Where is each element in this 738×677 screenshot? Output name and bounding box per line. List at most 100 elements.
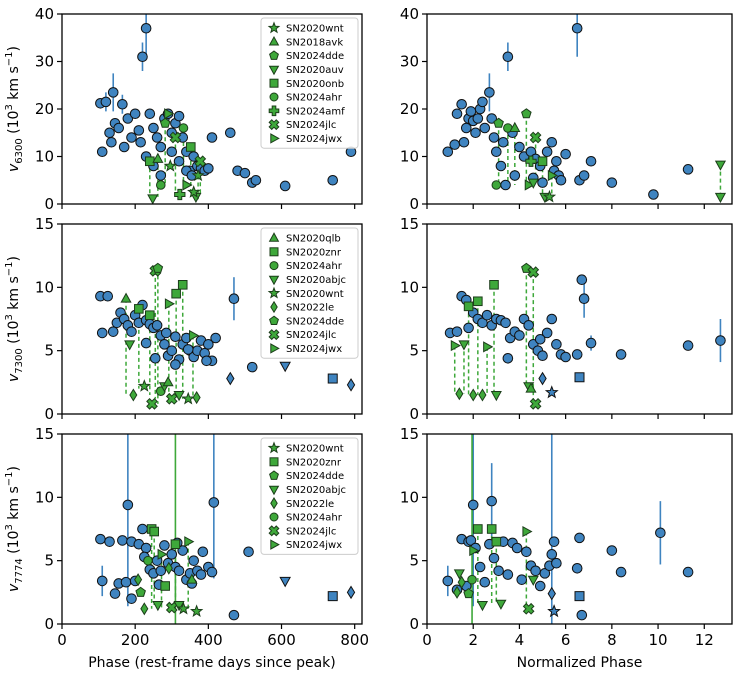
y-tick-label: 40 — [35, 5, 54, 23]
data-point — [160, 327, 172, 339]
data-point — [682, 340, 694, 351]
y-tick-label: 15 — [35, 215, 54, 233]
data-point — [470, 127, 481, 139]
legend: SN2020qlb SN2020znr SN2024ahr SN2020abjc SN2… — [260, 227, 359, 359]
sample-point — [547, 169, 558, 182]
legend-marker — [269, 470, 279, 480]
data-point — [574, 372, 585, 383]
sample-point — [525, 382, 537, 393]
data-point — [95, 533, 106, 545]
plot-area — [95, 262, 356, 410]
sample-point — [177, 280, 188, 290]
legend-entry: SN2022le — [286, 303, 334, 314]
legend-marker — [268, 35, 280, 46]
data-point — [539, 568, 551, 579]
data-point — [166, 345, 178, 356]
sample-point — [486, 524, 497, 534]
sample-point — [473, 524, 483, 534]
data-point — [551, 339, 562, 350]
data-point — [551, 155, 562, 167]
sample-point — [170, 539, 181, 550]
data-point — [102, 290, 114, 302]
data-point — [113, 122, 125, 134]
legend-entry: SN2020onb — [286, 79, 344, 90]
data-point — [135, 136, 146, 148]
y-tick-label: 10 — [400, 278, 419, 296]
legend-entry: SN2024ahr — [286, 93, 343, 104]
x-tick-label: 0 — [57, 631, 67, 649]
data-point — [467, 499, 479, 511]
sample-point — [493, 117, 504, 128]
y-tick-label: 30 — [400, 53, 419, 71]
sample-point — [714, 192, 727, 204]
plot-area — [95, 434, 356, 624]
data-point — [279, 180, 291, 192]
data-point — [546, 136, 558, 148]
data-point — [208, 497, 220, 508]
y-tick-label: 30 — [35, 53, 54, 71]
data-point — [615, 566, 627, 578]
data-point — [523, 320, 534, 331]
data-point — [107, 87, 119, 98]
data-point — [203, 339, 214, 350]
data-point — [537, 177, 548, 188]
legend-entry: SN2020znr — [286, 457, 342, 468]
data-point — [502, 352, 514, 364]
data-point — [96, 575, 108, 587]
data-point — [571, 349, 583, 360]
legend-box — [260, 437, 359, 555]
y-tick-label: 15 — [35, 425, 54, 443]
sample-point — [478, 388, 487, 402]
sample-point — [164, 561, 173, 575]
data-point — [585, 155, 597, 167]
data-point — [122, 499, 134, 511]
sample-point — [134, 304, 144, 314]
legend-marker — [270, 300, 278, 314]
legend-entry: SN2024jwx — [286, 344, 342, 355]
y-tick-label: 5 — [44, 552, 54, 570]
data-point — [574, 532, 585, 544]
data-point — [118, 141, 130, 153]
y-axis-label: v6300 (103 km s−1) — [4, 46, 25, 172]
sample-point — [187, 185, 201, 198]
data-point — [126, 132, 137, 143]
legend-entry: SN2020qlb — [286, 234, 341, 245]
axes-frame — [426, 223, 733, 415]
data-point — [197, 546, 209, 558]
data-point — [576, 274, 588, 286]
data-point — [682, 164, 694, 175]
sample-point — [490, 391, 502, 402]
legend-entry: SN2024jlc — [286, 120, 336, 131]
x-tick-label: 4 — [515, 631, 525, 649]
data-point — [715, 335, 726, 346]
data-point — [451, 108, 463, 120]
data-point — [547, 586, 556, 601]
sample-point — [165, 392, 178, 405]
sample-point — [469, 388, 478, 402]
data-point — [488, 132, 500, 143]
data-point — [129, 108, 141, 120]
sample-point — [476, 601, 489, 612]
data-point — [648, 189, 659, 200]
y-axis-label: v7300 (103 km s−1) — [4, 256, 25, 382]
data-point — [574, 591, 585, 602]
sample-point — [458, 340, 470, 351]
data-point — [104, 127, 115, 139]
sample-point — [137, 379, 151, 392]
legend-marker — [268, 485, 280, 496]
data-point — [148, 122, 159, 134]
legend-entry: SN2024jlc — [286, 330, 336, 341]
x-tick-label: 10 — [649, 631, 668, 649]
sample-point — [455, 387, 464, 401]
sample-point — [469, 544, 480, 557]
sample-point — [453, 569, 465, 580]
sample-point — [525, 155, 537, 167]
data-point — [477, 96, 488, 108]
data-point — [509, 170, 521, 181]
legend-entry: SN2024ahr — [286, 513, 343, 524]
data-point — [250, 174, 262, 186]
x-tick-label: 400 — [194, 631, 223, 649]
data-point — [159, 339, 170, 350]
data-point — [210, 332, 221, 344]
data-point — [109, 588, 121, 599]
